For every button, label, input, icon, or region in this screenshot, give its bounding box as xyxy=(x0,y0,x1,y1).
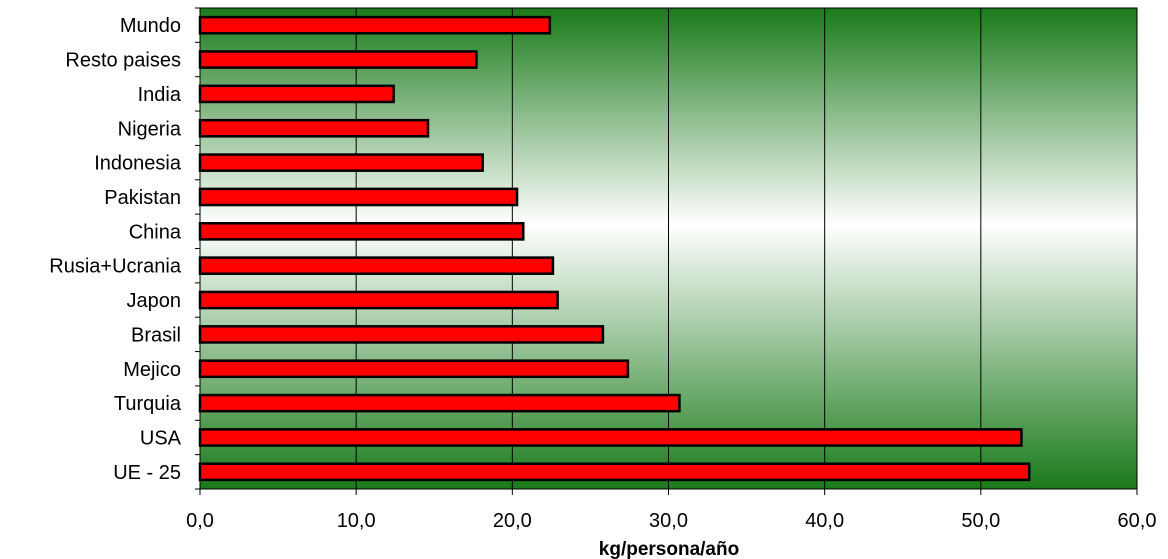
category-label: UE - 25 xyxy=(113,462,181,484)
category-labels: Mundo Resto paises India Nigeria Indonesia Pa… xyxy=(49,15,182,484)
x-axis-title: kg/persona/año xyxy=(599,539,739,559)
bar xyxy=(198,187,519,207)
x-tick-label: 30,0 xyxy=(649,510,688,532)
x-tick-label: 0,0 xyxy=(186,510,214,532)
category-label: Rusia+Ucrania xyxy=(49,256,182,278)
category-label: Brasil xyxy=(131,324,181,346)
bar xyxy=(198,84,395,104)
bar xyxy=(198,290,559,310)
x-tick-labels: 0,0 10,0 20,0 30,0 40,0 50,0 60,0 xyxy=(186,510,1156,532)
bar xyxy=(198,393,681,413)
category-label: Indonesia xyxy=(94,153,182,175)
x-tick-label: 10,0 xyxy=(337,510,376,532)
x-tick-label: 20,0 xyxy=(493,510,532,532)
category-label: Pakistan xyxy=(104,187,181,209)
bar xyxy=(198,428,1023,447)
category-label: Turquia xyxy=(114,393,182,415)
bar xyxy=(198,153,484,172)
bar xyxy=(198,359,630,379)
bar xyxy=(198,50,478,69)
category-label: USA xyxy=(140,427,182,449)
category-label: India xyxy=(138,84,182,106)
bar xyxy=(198,256,555,276)
category-label: China xyxy=(129,221,182,243)
bar xyxy=(198,221,525,241)
bar xyxy=(198,325,605,344)
category-label: Japon xyxy=(127,290,182,312)
category-label: Mejico xyxy=(123,359,181,381)
x-tick-label: 60,0 xyxy=(1118,510,1157,532)
bar xyxy=(198,118,430,138)
category-label: Mundo xyxy=(120,15,181,37)
bar xyxy=(198,15,552,35)
x-tick-label: 40,0 xyxy=(805,510,844,532)
category-label: Nigeria xyxy=(118,118,182,140)
category-label: Resto paises xyxy=(65,50,181,72)
x-tick-label: 50,0 xyxy=(961,510,1000,532)
bar xyxy=(198,462,1031,482)
